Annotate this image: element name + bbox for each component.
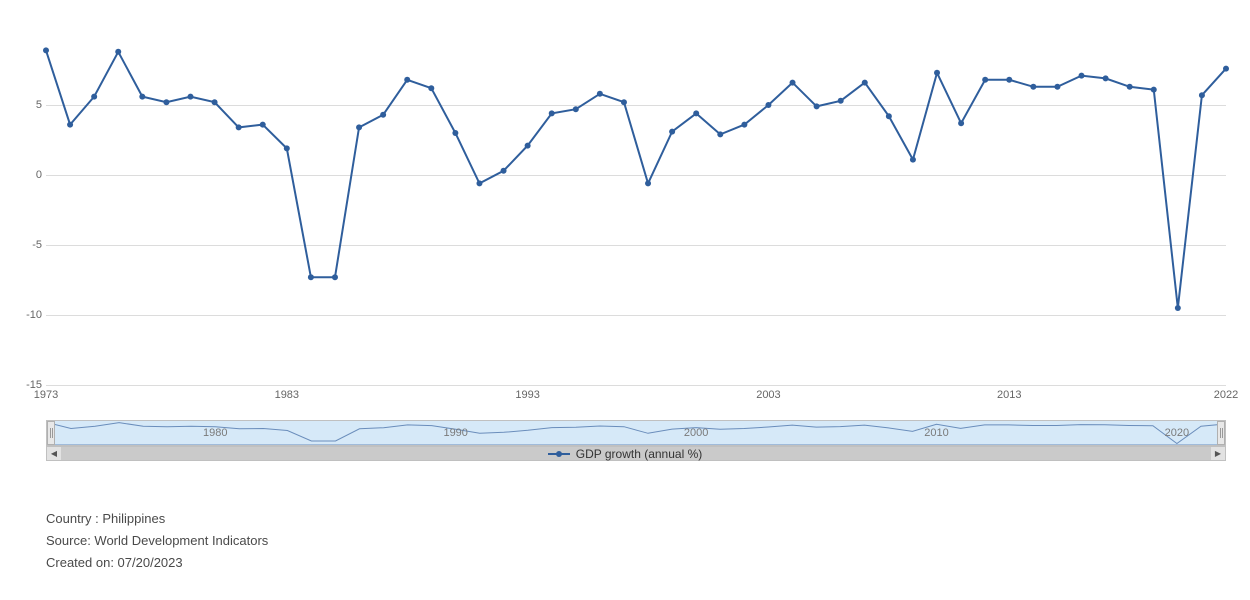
scroll-track[interactable] [61,447,1211,460]
y-tick-label: 0 [16,169,42,181]
x-tick-label: 1993 [515,389,539,401]
x-tick-label: 1973 [34,389,58,401]
data-point[interactable] [1127,84,1133,90]
y-tick-label: -5 [16,239,42,251]
x-tick-label: 2003 [756,389,780,401]
data-point[interactable] [332,274,338,280]
footer-metadata: Country : Philippines Source: World Deve… [46,508,268,574]
data-point[interactable] [284,145,290,151]
data-point[interactable] [1079,73,1085,79]
range-selector[interactable]: 19801990200020102020 [46,420,1226,446]
data-point[interactable] [982,77,988,83]
y-tick-label: 5 [16,99,42,111]
data-point[interactable] [573,106,579,112]
data-point[interactable] [380,112,386,118]
data-point[interactable] [597,91,603,97]
chart-container: { "chart": { "type": "line", "series_nam… [0,0,1250,600]
horizontal-scrollbar[interactable]: ◀ ▶ [46,446,1226,461]
scroll-right-button[interactable]: ▶ [1211,447,1225,460]
x-tick-label: 1983 [275,389,299,401]
range-handle-left[interactable] [47,421,55,445]
data-point[interactable] [814,103,820,109]
data-point[interactable] [693,110,699,116]
data-point[interactable] [862,80,868,86]
x-tick-label: 2022 [1214,389,1238,401]
data-point[interactable] [476,180,482,186]
data-point[interactable] [1223,66,1229,72]
y-gridline [46,385,1226,386]
data-point[interactable] [67,122,73,128]
data-point[interactable] [1030,84,1036,90]
data-point[interactable] [886,113,892,119]
data-point[interactable] [1199,92,1205,98]
range-handle-right[interactable] [1217,421,1225,445]
data-point[interactable] [404,77,410,83]
data-point[interactable] [645,180,651,186]
data-point[interactable] [910,157,916,163]
scroll-left-button[interactable]: ◀ [47,447,61,460]
data-point[interactable] [717,131,723,137]
data-point[interactable] [187,94,193,100]
data-point[interactable] [958,120,964,126]
data-point[interactable] [236,124,242,130]
data-point[interactable] [669,129,675,135]
data-point[interactable] [1175,305,1181,311]
data-point[interactable] [43,47,49,53]
data-point[interactable] [139,94,145,100]
line-series [46,35,1226,385]
footer-source: Source: World Development Indicators [46,530,268,552]
x-tick-label: 2013 [997,389,1021,401]
data-point[interactable] [115,49,121,55]
footer-created: Created on: 07/20/2023 [46,552,268,574]
data-point[interactable] [765,102,771,108]
data-point[interactable] [1151,87,1157,93]
data-point[interactable] [212,99,218,105]
data-point[interactable] [428,85,434,91]
data-point[interactable] [741,122,747,128]
y-tick-label: -10 [16,309,42,321]
data-point[interactable] [1103,75,1109,81]
data-point[interactable] [549,110,555,116]
data-point[interactable] [525,143,531,149]
data-point[interactable] [308,274,314,280]
footer-country: Country : Philippines [46,508,268,530]
data-point[interactable] [501,168,507,174]
data-point[interactable] [1006,77,1012,83]
data-point[interactable] [838,98,844,104]
main-chart: -15-10-505 197319831993200320132022 [46,35,1226,385]
data-point[interactable] [91,94,97,100]
data-point[interactable] [452,130,458,136]
data-point[interactable] [790,80,796,86]
data-point[interactable] [163,99,169,105]
data-point[interactable] [260,122,266,128]
data-point[interactable] [621,99,627,105]
data-point[interactable] [934,70,940,76]
data-point[interactable] [356,124,362,130]
data-point[interactable] [1054,84,1060,90]
